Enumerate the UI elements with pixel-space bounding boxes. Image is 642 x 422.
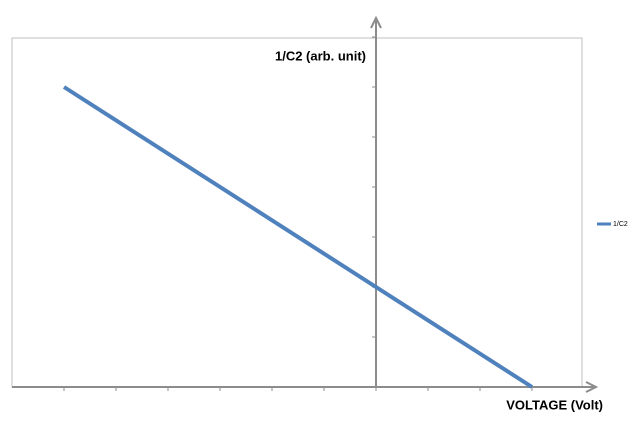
legend-label: 1/C2 bbox=[613, 221, 628, 228]
x-axis-title: VOLTAGE (Volt) bbox=[506, 397, 603, 412]
plot-frame bbox=[11, 37, 583, 388]
data-line bbox=[62, 85, 534, 389]
y-axis-arrow bbox=[370, 15, 382, 29]
y-axis-title: 1/C2 (arb. unit) bbox=[275, 48, 366, 63]
x-axis-arrow bbox=[585, 381, 599, 393]
